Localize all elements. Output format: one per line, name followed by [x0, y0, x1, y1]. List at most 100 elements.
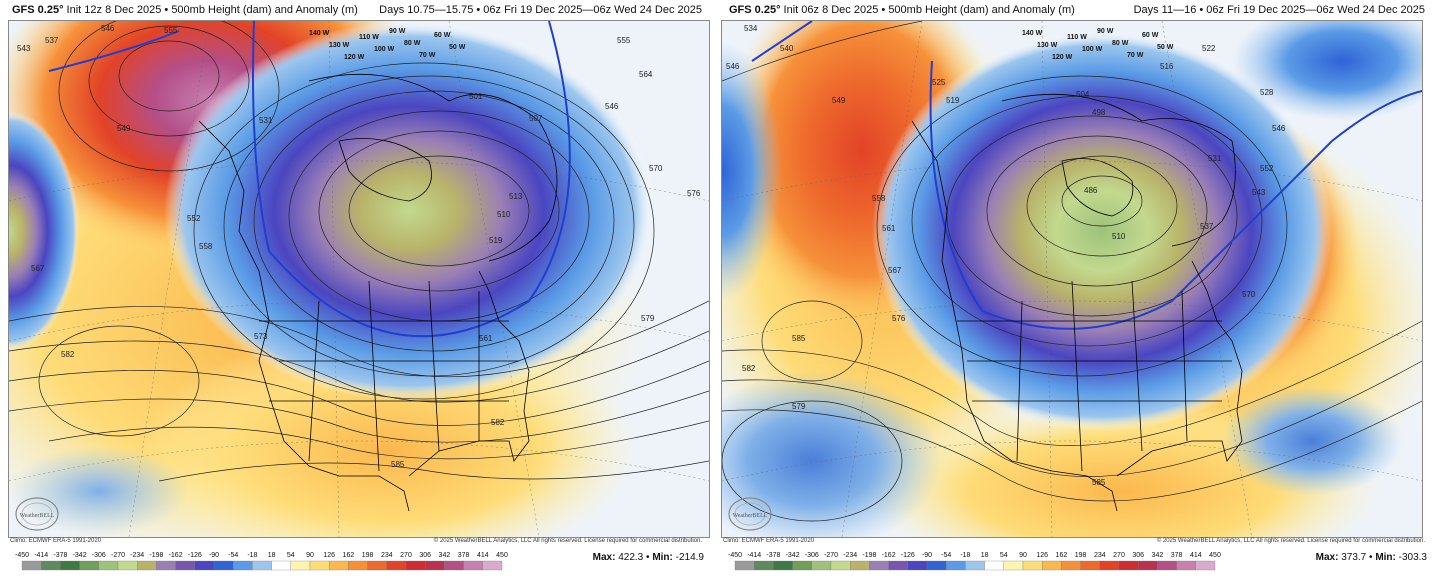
contour-label: 549 [832, 96, 846, 105]
copyright-note: © 2025 WeatherBELL Analytics, LLC All ri… [1156, 538, 1425, 544]
panel-header: GFS 0.25° Init 12z 8 Dec 2025 • 500mb He… [0, 0, 712, 20]
contour-label: 504 [1076, 90, 1090, 99]
lon-label: 110 W [359, 34, 379, 41]
init-time: Init 06z 8 Dec 2025 [783, 4, 879, 16]
contour-label: 510 [1112, 232, 1126, 241]
lon-label: 60 W [434, 32, 451, 39]
color-bar-swatch [348, 560, 368, 571]
contour-label: 585 [1092, 478, 1106, 487]
color-bar: -450 -414 -378 -342 -306 -270 -234 -198 -162 -126… [725, 548, 1225, 572]
min-label: Min: [1375, 552, 1396, 563]
color-bar-tick-label: 162 [1056, 552, 1068, 559]
contour-label: 552 [187, 214, 201, 223]
contour-label: 528 [1260, 88, 1274, 97]
color-bar-swatch [252, 560, 272, 571]
contour-labels: 543 537 546 555 549 552 558 567 573 582 … [17, 24, 701, 469]
color-bar-tick-label: -414 [747, 552, 761, 559]
min-label: Min: [652, 552, 673, 563]
color-bar-tick-label: -234 [130, 552, 144, 559]
color-bar-swatch [60, 560, 80, 571]
model-name: GFS 0.25° [729, 4, 781, 16]
contour-label: 519 [946, 96, 960, 105]
lon-label: 100 W [1082, 46, 1103, 53]
color-bar-tick-label: 18 [268, 552, 276, 559]
color-bar-tick-label: 234 [381, 552, 393, 559]
contour-label: 570 [1242, 290, 1256, 299]
coastlines [911, 93, 1243, 512]
grid-lines [722, 21, 1422, 537]
color-bar-swatch [98, 560, 119, 571]
color-bar-swatch [41, 560, 61, 571]
anomaly-map: 543 537 546 555 549 552 558 567 573 582 … [8, 20, 710, 538]
min-value: -214.9 [675, 552, 704, 563]
color-bar-tick-label: 198 [362, 552, 374, 559]
color-bar-tick-label: -162 [169, 552, 183, 559]
lon-label: 140 W [309, 30, 330, 37]
color-bar-swatch [290, 560, 311, 571]
color-bar-swatch [1099, 560, 1120, 571]
contour-label: 543 [1252, 188, 1266, 197]
contour-label: 543 [17, 44, 31, 53]
map-svg: 546 534 540 549 558 561 567 576 585 582 … [722, 21, 1422, 537]
color-bar-tick-label: -378 [766, 552, 780, 559]
contour-label: 549 [117, 124, 131, 133]
color-bar-swatch [1176, 560, 1196, 571]
lon-label: 140 W [1022, 30, 1043, 37]
color-bar-swatch [830, 560, 851, 571]
color-bar-swatch [213, 560, 234, 571]
contour-label: 579 [792, 402, 806, 411]
color-bar-swatch [463, 560, 483, 571]
color-bar-swatch [1195, 560, 1216, 571]
map-svg: 543 537 546 555 549 552 558 567 573 582 … [9, 21, 709, 537]
color-bar-tick-label: 126 [323, 552, 335, 559]
color-bar-tick-label: 342 [1152, 552, 1164, 559]
contour-label: 531 [259, 116, 273, 125]
color-bar-tick-label: 342 [439, 552, 451, 559]
valid-period: Days 10.75—15.75 • 06z Fri 19 Dec 2025—0… [379, 4, 702, 16]
color-bar-swatch [405, 560, 426, 571]
color-bar-swatch [117, 560, 138, 571]
color-bar-swatch [811, 560, 832, 571]
climo-note: Climo: ECMWF ERA-5 1991-2020 [10, 538, 102, 544]
contour-label: 558 [872, 194, 886, 203]
color-bar-tick-label: -342 [786, 552, 800, 559]
color-bar-swatch [1080, 560, 1100, 571]
coastlines [198, 73, 558, 512]
color-bar-tick-label: 414 [477, 552, 489, 559]
color-bar-swatch [1138, 560, 1158, 571]
contour-label: 585 [391, 460, 405, 469]
color-bar-tick-label: 90 [306, 552, 314, 559]
color-bar-swatch [850, 560, 870, 571]
contour-540 [48, 30, 180, 72]
color-bar-tick-label: 414 [1190, 552, 1202, 559]
color-bar-tick-label: 270 [1113, 552, 1125, 559]
color-bar-swatch [175, 560, 195, 571]
contour-label: 576 [892, 314, 906, 323]
color-bar-tick-label: -54 [941, 552, 951, 559]
color-bar-swatch [869, 560, 889, 571]
max-value: 422.3 [618, 552, 644, 563]
panel-title: GFS 0.25° Init 12z 8 Dec 2025 • 500mb He… [12, 4, 358, 16]
contour-label: 570 [649, 164, 663, 173]
color-bar-swatch [137, 560, 157, 571]
weatherbell-logo: WeatherBELL [727, 495, 773, 533]
contour-label: 564 [639, 70, 653, 79]
grid-lines [9, 21, 709, 537]
color-bar-swatch [156, 560, 176, 571]
left-panel: GFS 0.25° Init 12z 8 Dec 2025 • 500mb He… [0, 0, 712, 577]
color-bar-swatch [1061, 560, 1081, 571]
min-value: -303.3 [1398, 552, 1427, 563]
panel-header: GFS 0.25° Init 06z 8 Dec 2025 • 500mb He… [717, 0, 1435, 20]
product-name: 500mb Height (dam) and Anomaly (m) [888, 4, 1075, 16]
lon-label: 60 W [1142, 32, 1159, 39]
contour-label: 585 [792, 334, 806, 343]
lon-label: 120 W [1052, 54, 1073, 61]
color-bar-swatch [329, 560, 349, 571]
color-bar-swatch [926, 560, 947, 571]
contour-label: 516 [1160, 62, 1174, 71]
color-bar-tick-label: -450 [728, 552, 742, 559]
contour-label: 561 [479, 334, 493, 343]
lon-label: 130 W [329, 42, 350, 49]
color-bar-swatch [965, 560, 985, 571]
contour-label: 537 [1200, 222, 1214, 231]
